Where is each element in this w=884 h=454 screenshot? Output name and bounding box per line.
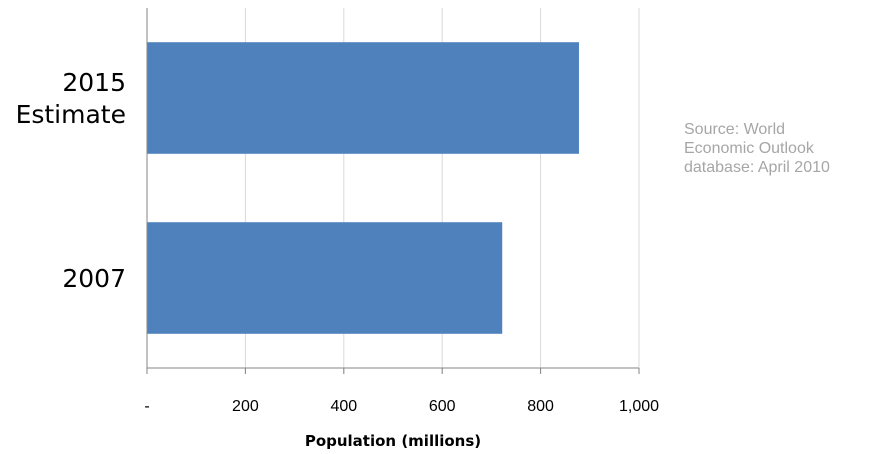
source-note: Source: World Economic Outlook database:… xyxy=(684,120,884,177)
axes xyxy=(146,8,640,374)
x-tick-label: 1,000 xyxy=(619,398,659,415)
source-note-line-2: Economic Outlook xyxy=(684,140,814,157)
x-tick-label: 400 xyxy=(330,398,357,415)
source-note-line-1: Source: World xyxy=(684,121,786,138)
labels: - 200 400 600 800 1,000 2015 Estimate 2007 xyxy=(16,68,660,415)
bar xyxy=(147,42,579,154)
x-tick-label: 200 xyxy=(232,398,259,415)
x-tick-label: 600 xyxy=(429,398,456,415)
x-tick-label: - xyxy=(144,398,149,415)
bars xyxy=(147,42,579,334)
y-category-label: 2015 xyxy=(62,68,126,97)
y-category-label: Estimate xyxy=(16,100,126,129)
bar xyxy=(147,222,503,334)
x-axis-title: Population (millions) xyxy=(305,432,481,450)
y-category-label: 2007 xyxy=(62,264,126,293)
source-note-line-3: database: April 2010 xyxy=(684,159,830,176)
x-tick-label: 800 xyxy=(527,398,554,415)
